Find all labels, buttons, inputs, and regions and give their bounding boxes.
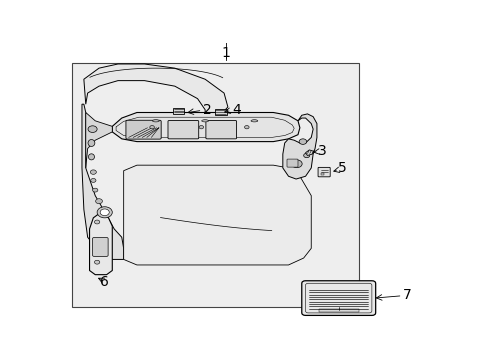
- Bar: [72, 63, 358, 307]
- Bar: [318, 309, 358, 312]
- Polygon shape: [85, 112, 112, 168]
- Circle shape: [92, 188, 98, 192]
- Circle shape: [149, 126, 154, 129]
- Circle shape: [94, 260, 100, 264]
- FancyBboxPatch shape: [126, 120, 161, 139]
- Polygon shape: [282, 114, 316, 179]
- Circle shape: [96, 199, 102, 204]
- Text: 6: 6: [100, 275, 109, 289]
- Polygon shape: [173, 108, 184, 114]
- Ellipse shape: [152, 120, 159, 122]
- Circle shape: [94, 220, 100, 224]
- Text: 7: 7: [402, 288, 411, 302]
- Ellipse shape: [88, 140, 95, 147]
- Ellipse shape: [250, 120, 257, 122]
- Polygon shape: [123, 165, 311, 265]
- Text: 4: 4: [231, 103, 240, 117]
- Polygon shape: [89, 212, 112, 275]
- Circle shape: [88, 126, 97, 132]
- Circle shape: [90, 179, 96, 183]
- Circle shape: [100, 209, 109, 216]
- Circle shape: [244, 126, 248, 129]
- FancyBboxPatch shape: [301, 281, 375, 315]
- Circle shape: [97, 207, 112, 218]
- Polygon shape: [112, 112, 299, 141]
- FancyBboxPatch shape: [168, 121, 198, 139]
- Text: 1: 1: [221, 46, 230, 60]
- FancyBboxPatch shape: [317, 167, 329, 177]
- Text: 2: 2: [202, 103, 211, 117]
- FancyBboxPatch shape: [286, 159, 297, 167]
- Polygon shape: [305, 150, 313, 156]
- Circle shape: [90, 170, 96, 174]
- Circle shape: [199, 126, 203, 129]
- Ellipse shape: [88, 154, 94, 160]
- Circle shape: [303, 153, 309, 158]
- FancyBboxPatch shape: [205, 121, 236, 139]
- Text: 3: 3: [318, 144, 326, 158]
- Ellipse shape: [202, 120, 208, 122]
- Circle shape: [299, 139, 306, 144]
- Circle shape: [291, 160, 302, 168]
- Polygon shape: [82, 104, 123, 260]
- Polygon shape: [214, 109, 226, 115]
- Polygon shape: [84, 64, 227, 118]
- Bar: [320, 173, 323, 175]
- Text: 5: 5: [338, 162, 346, 175]
- FancyBboxPatch shape: [92, 238, 108, 256]
